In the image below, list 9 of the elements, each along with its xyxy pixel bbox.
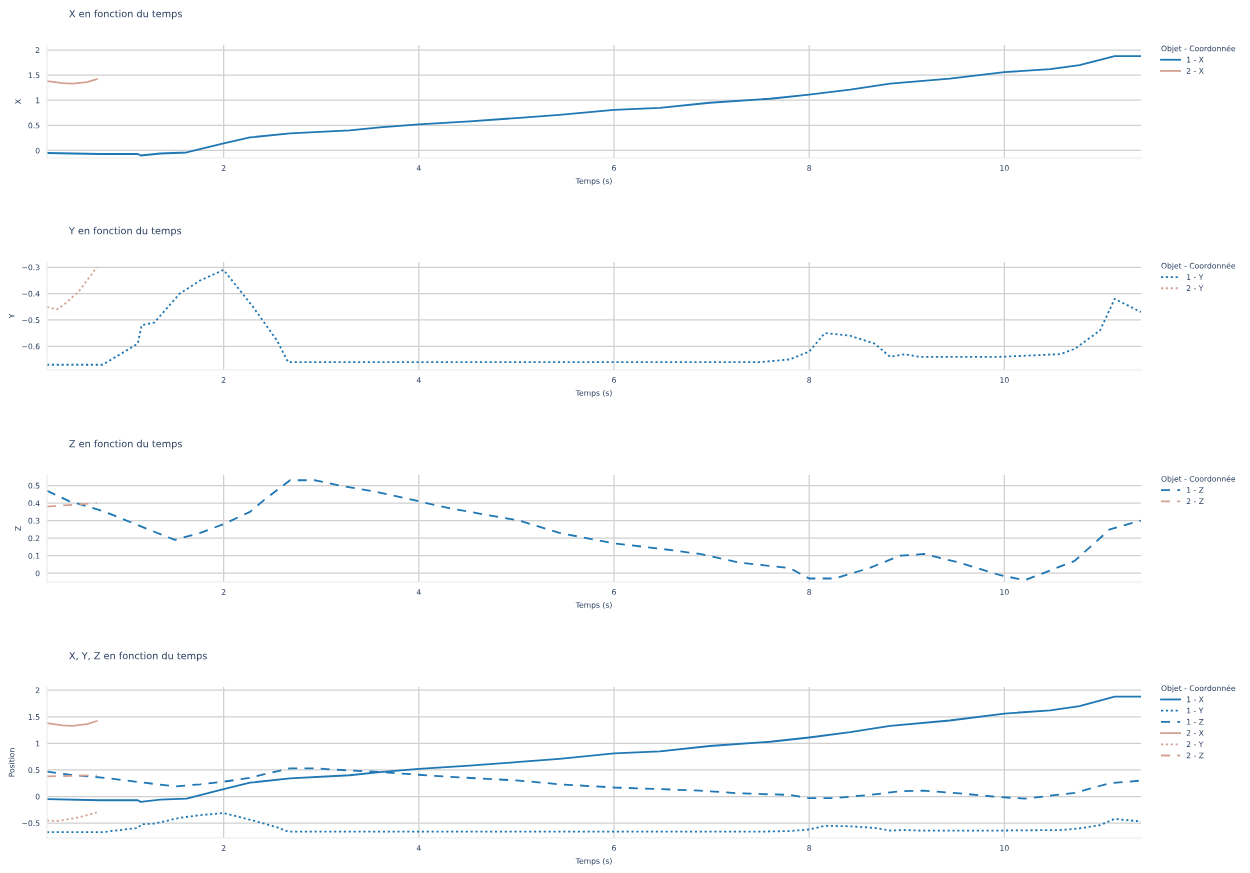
line-series [47, 268, 1141, 366]
chart-title: Y en fonction du temps [68, 226, 182, 237]
line-series [47, 266, 98, 311]
chart-title: X, Y, Z en fonction du temps [69, 651, 207, 662]
line-series [47, 812, 1141, 834]
chart-title: X en fonction du temps [69, 9, 182, 20]
chart-title: Z en fonction du temps [69, 439, 182, 450]
line-series [47, 695, 1141, 803]
line-series [47, 811, 98, 822]
